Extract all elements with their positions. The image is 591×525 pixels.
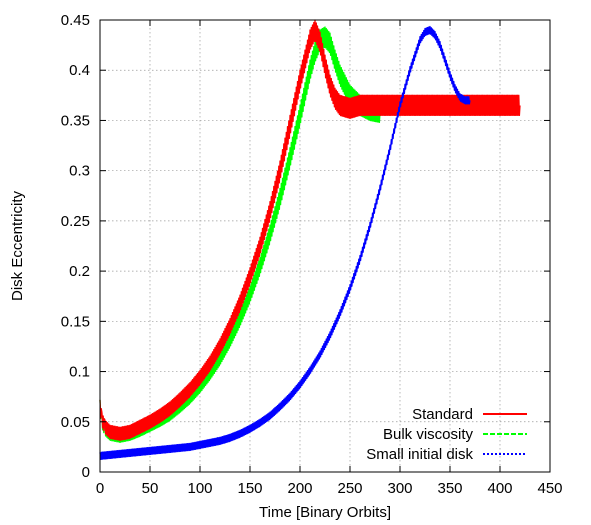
legend-label: Small initial disk — [366, 446, 473, 463]
x-tick-label: 400 — [487, 480, 512, 497]
y-tick-label: 0.4 — [69, 62, 90, 79]
x-tick-label: 100 — [187, 480, 212, 497]
series-line-0 — [99, 19, 521, 441]
y-tick-label: 0.05 — [61, 414, 90, 431]
x-tick-label: 150 — [237, 480, 262, 497]
legend: Standard Bulk viscosity Small initial disk — [366, 406, 527, 463]
plot-frame — [99, 19, 551, 473]
x-tick-label: 300 — [387, 480, 412, 497]
x-tick-label: 250 — [337, 480, 362, 497]
y-tick-labels: 0 0.05 0.1 0.15 0.2 0.25 0.3 0.35 0.4 0.45 — [61, 12, 90, 481]
y-axis-label: Disk Eccentricity — [9, 190, 26, 301]
y-tick-label: 0 — [82, 464, 90, 481]
axis-ticks — [99, 19, 551, 473]
y-tick-label: 0.45 — [61, 12, 90, 29]
x-tick-label: 450 — [537, 480, 562, 497]
x-tick-label: 0 — [96, 480, 104, 497]
x-tick-label: 350 — [437, 480, 462, 497]
legend-label: Bulk viscosity — [383, 426, 474, 443]
x-tick-labels: 0 50 100 150 200 250 300 350 400 450 — [96, 480, 563, 497]
y-tick-label: 0.25 — [61, 213, 90, 230]
legend-label: Standard — [412, 406, 473, 423]
x-tick-label: 200 — [287, 480, 312, 497]
data-series — [99, 19, 521, 461]
series-line-2 — [99, 25, 471, 461]
y-tick-label: 0.2 — [69, 263, 90, 280]
y-tick-label: 0.1 — [69, 364, 90, 381]
x-axis-label: Time [Binary Orbits] — [259, 504, 391, 521]
y-tick-label: 0.35 — [61, 112, 90, 129]
grid-lines — [100, 20, 550, 472]
y-tick-label: 0.15 — [61, 313, 90, 330]
x-tick-label: 50 — [142, 480, 159, 497]
y-tick-label: 0.3 — [69, 163, 90, 180]
